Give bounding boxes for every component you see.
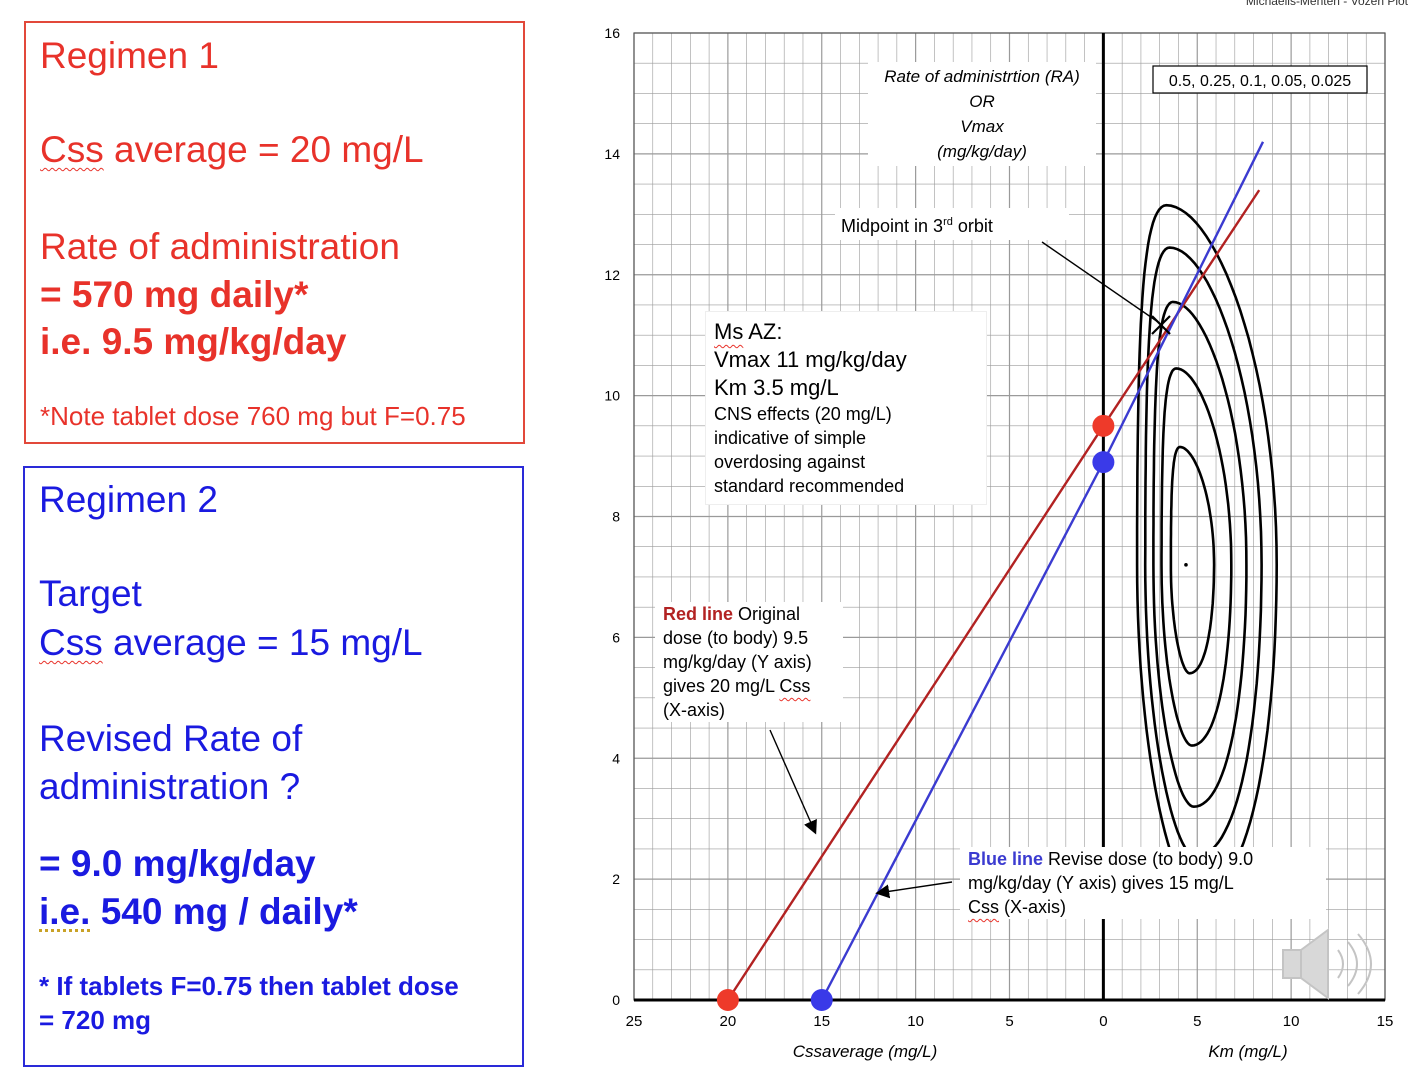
ms-az-name-rest: AZ:	[743, 319, 782, 344]
y-tick-label: 10	[604, 388, 620, 404]
ms-az-km: Km 3.5 mg/L	[714, 374, 978, 402]
y-tick-label: 6	[612, 629, 620, 645]
orbit-center-dot	[1184, 563, 1188, 567]
x-axis-label-km: Km (mg/L)	[1208, 1042, 1287, 1061]
y-tick-label: 8	[612, 509, 620, 525]
blue-line-marker	[1092, 451, 1114, 473]
red-line-box-line-1: Red line Original	[663, 602, 835, 626]
x-tick-label: 25	[626, 1013, 643, 1030]
blue-line-box-line-1: Blue line Revise dose (to body) 9.0	[968, 847, 1318, 871]
red-line-box-text-4: gives 20 mg/L	[663, 676, 779, 696]
y-tick-label: 0	[612, 992, 620, 1008]
y-axis-title-line-3: Vmax	[960, 117, 1004, 136]
blue-line-box-text-1: Revise dose (to body) 9.0	[1043, 849, 1253, 869]
blue-line-box-line-2: mg/kg/day (Y axis) gives 15 mg/L	[968, 871, 1318, 895]
red-line-box-css: Css	[779, 676, 810, 696]
x-tick-label: 5	[1005, 1013, 1013, 1030]
x-tick-label: 0	[1099, 1013, 1107, 1030]
x-axis-label-css: Cssaverage (mg/L)	[793, 1042, 938, 1061]
y-tick-label: 16	[604, 25, 620, 41]
x-tick-label: 15	[1377, 1013, 1394, 1030]
y-tick-label: 4	[612, 750, 620, 766]
ms-az-vmax: Vmax 11 mg/kg/day	[714, 346, 978, 374]
x-tick-labels: 25 20 15 10 5 0 5 10 15	[626, 1013, 1394, 1030]
speaker-icon	[1283, 930, 1371, 998]
midpoint-label-sup: rd	[943, 216, 953, 228]
x-tick-label: 20	[720, 1013, 737, 1030]
red-line-marker	[717, 989, 739, 1011]
red-line-marker	[1092, 415, 1114, 437]
ms-az-line-2: indicative of simple	[714, 426, 978, 450]
y-axis-title-line-1: Rate of administrtion (RA)	[884, 67, 1080, 86]
blue-line-box: Blue line Revise dose (to body) 9.0 mg/k…	[960, 847, 1326, 919]
blue-line-arrow	[878, 882, 952, 893]
red-line-box: Red line Original dose (to body) 9.5 mg/…	[655, 602, 843, 722]
red-line-box-text-1: Original	[733, 604, 800, 624]
midpoint-label-text: Midpoint in 3	[841, 216, 943, 236]
x-tick-label: 15	[813, 1013, 830, 1030]
ms-az-line-3: overdosing against	[714, 450, 978, 474]
midpoint-arrow	[1042, 242, 1158, 322]
red-line-box-line-4: gives 20 mg/L Css	[663, 674, 835, 698]
ms-az-box: Ms AZ: Vmax 11 mg/kg/day Km 3.5 mg/L CNS…	[706, 312, 986, 504]
red-line-caption: Red line	[663, 604, 733, 624]
ms-az-line-4: standard recommended	[714, 474, 978, 498]
blue-line-box-css: Css	[968, 897, 999, 917]
y-axis-title-line-2: OR	[969, 92, 995, 111]
probability-orbits	[1137, 205, 1277, 896]
ms-az-line-1: CNS effects (20 mg/L)	[714, 402, 978, 426]
blue-line-caption: Blue line	[968, 849, 1043, 869]
y-tick-label: 2	[612, 871, 620, 887]
x-tick-label: 10	[907, 1013, 924, 1030]
blue-line-box-text-3: (X-axis)	[999, 897, 1066, 917]
orbit-legend: 0.5, 0.25, 0.1, 0.05, 0.025	[1153, 66, 1367, 93]
midpoint-label: Midpoint in 3rd orbit	[835, 208, 1069, 240]
red-line-box-line-3: mg/kg/day (Y axis)	[663, 650, 835, 674]
orbit-0.025	[1137, 205, 1277, 896]
blue-line-box-line-3: Css (X-axis)	[968, 895, 1318, 919]
y-tick-labels: 0 2 4 6 8 10 12 14 16	[604, 25, 620, 1008]
y-axis-title: Rate of administrtion (RA) OR Vmax (mg/k…	[868, 62, 1096, 166]
y-tick-label: 14	[604, 146, 620, 162]
orbit-legend-text: 0.5, 0.25, 0.1, 0.05, 0.025	[1169, 73, 1351, 90]
y-tick-label: 12	[604, 267, 620, 283]
red-line-box-line-2: dose (to body) 9.5	[663, 626, 835, 650]
x-tick-label: 10	[1283, 1013, 1300, 1030]
ms-az-name: Ms AZ:	[714, 318, 978, 346]
ms-az-name-label: Ms	[714, 319, 743, 344]
x-tick-label: 5	[1193, 1013, 1201, 1030]
orbit-0.5	[1171, 447, 1214, 673]
red-line-box-line-5: (X-axis)	[663, 698, 835, 722]
blue-line-marker	[811, 989, 833, 1011]
midpoint-label-orbit: orbit	[953, 216, 993, 236]
y-axis-title-line-4: (mg/kg/day)	[937, 142, 1027, 161]
red-line-arrow	[770, 730, 815, 832]
